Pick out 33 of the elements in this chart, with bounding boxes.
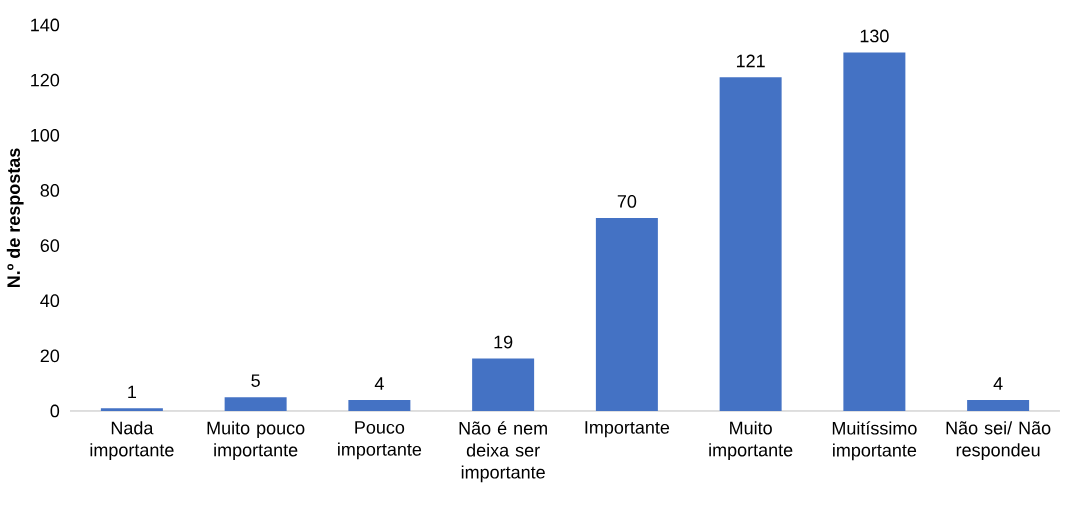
data-label: 5: [251, 374, 260, 387]
bar: [967, 399, 1030, 411]
bar: [472, 358, 535, 411]
y-tick-label: 120: [31, 73, 60, 87]
bar: [224, 397, 287, 411]
x-tick-label: Nada importante: [90, 421, 174, 460]
y-tick-label: 140: [31, 18, 60, 32]
x-tick-label: Muito importante: [709, 421, 793, 460]
x-tick-label: Pouco importante: [338, 421, 422, 460]
x-tick-label: Não sei/ Não respondeu: [946, 421, 1051, 460]
x-tick-label: Importante: [585, 421, 670, 438]
data-label: 121: [736, 54, 765, 68]
data-label: 70: [617, 195, 637, 208]
x-tick-label: Não é nem deixa ser importante: [459, 421, 547, 483]
bar: [843, 52, 906, 411]
y-tick-label: 0: [50, 404, 60, 418]
data-label: 130: [860, 29, 889, 43]
data-label: 19: [494, 335, 513, 349]
y-tick-label: 40: [40, 294, 60, 308]
y-tick-label: 100: [31, 128, 60, 142]
bar: [719, 77, 782, 411]
y-axis-title: N.º de respostas: [6, 148, 24, 288]
bar: [100, 408, 163, 411]
data-label: 4: [374, 377, 384, 390]
y-tick-label: 20: [40, 349, 60, 363]
bar: [348, 399, 411, 411]
x-tick-label: Muito pouco importante: [207, 421, 305, 460]
bar: [595, 217, 658, 411]
data-label: 4: [993, 377, 1003, 390]
y-tick-label: 80: [40, 184, 60, 197]
data-label: 1: [128, 385, 136, 399]
x-tick-label: Muitíssimo importante: [832, 421, 917, 461]
y-tick-label: 60: [40, 239, 60, 252]
